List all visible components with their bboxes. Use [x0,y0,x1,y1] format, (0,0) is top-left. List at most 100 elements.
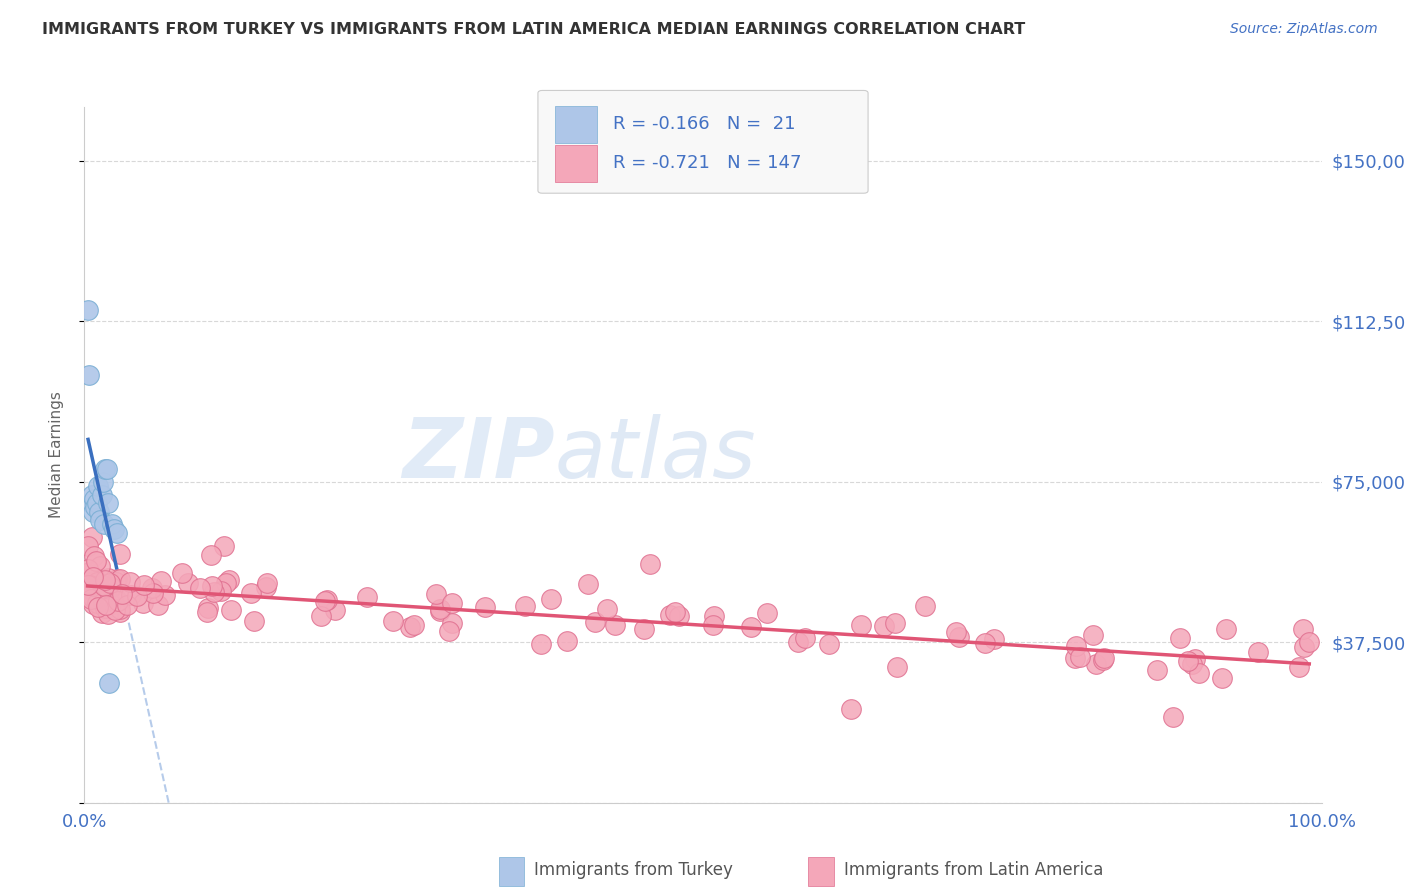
Text: Immigrants from Latin America: Immigrants from Latin America [844,861,1102,879]
Point [1168,631,1191,645]
Text: R = -0.166   N =  21: R = -0.166 N = 21 [613,115,796,133]
Point [108,572,131,586]
Point [82,505,104,519]
Point [86,581,108,595]
Point [132,597,155,611]
Point [596,602,619,616]
Point [1288,660,1310,674]
Point [83,570,105,584]
Point [659,608,682,623]
Point [197,601,219,615]
Point [107,594,129,608]
Point [202,585,225,599]
Point [82,530,104,544]
Point [86,574,108,589]
Point [127,589,149,603]
Point [1081,628,1104,642]
Point [429,602,451,616]
Point [80,592,103,607]
Point [1292,622,1315,636]
Point [1146,663,1168,677]
Point [256,576,278,591]
Point [218,573,240,587]
Point [1211,672,1233,686]
Point [90,487,112,501]
Text: Source: ZipAtlas.com: Source: ZipAtlas.com [1230,22,1378,37]
Point [105,573,128,587]
Point [80,575,103,590]
Point [150,574,173,588]
Point [311,608,333,623]
Point [82,597,104,611]
Point [83,549,105,564]
Point [787,635,810,649]
Point [664,605,686,619]
Point [212,539,235,553]
Point [170,566,193,580]
Point [89,513,111,527]
Point [108,547,131,561]
Point [110,602,132,616]
Point [142,585,165,599]
Point [101,586,124,600]
Point [668,609,690,624]
Point [381,614,404,628]
Point [633,622,655,636]
Point [79,496,101,510]
Point [356,590,378,604]
Point [818,637,841,651]
Point [97,496,120,510]
Point [1091,652,1114,666]
Point [441,615,464,630]
Point [1215,623,1237,637]
Point [243,615,266,629]
Point [77,577,100,591]
Point [93,517,115,532]
Point [80,487,103,501]
Point [1092,651,1115,665]
Point [474,599,496,614]
Point [886,660,908,674]
Point [111,587,134,601]
Point [93,579,115,593]
Point [89,505,111,519]
Point [1066,640,1088,654]
Point [82,579,104,593]
Point [89,582,111,596]
Point [849,618,872,632]
Point [1247,645,1270,659]
Point [97,599,120,613]
Point [316,593,339,607]
Point [794,631,817,645]
Point [404,618,426,632]
Point [104,574,127,589]
Point [702,617,724,632]
Text: Immigrants from Turkey: Immigrants from Turkey [534,861,733,879]
Point [87,479,110,493]
Point [100,597,122,611]
Y-axis label: Median Earnings: Median Earnings [49,392,63,518]
Point [239,586,262,600]
Point [841,701,863,715]
Point [201,578,224,592]
Point [756,606,779,620]
Point [105,526,128,541]
Point [96,462,118,476]
Point [884,616,907,631]
Point [973,636,995,650]
Point [914,599,936,613]
Point [103,588,125,602]
Point [197,605,219,619]
Point [84,500,107,515]
Point [188,582,211,596]
Point [86,496,108,510]
Point [98,676,121,690]
Point [110,605,132,619]
Point [77,562,100,576]
Point [115,598,138,612]
Point [103,522,125,536]
Point [177,575,200,590]
Point [98,576,121,591]
Point [215,575,238,590]
Point [97,571,120,585]
